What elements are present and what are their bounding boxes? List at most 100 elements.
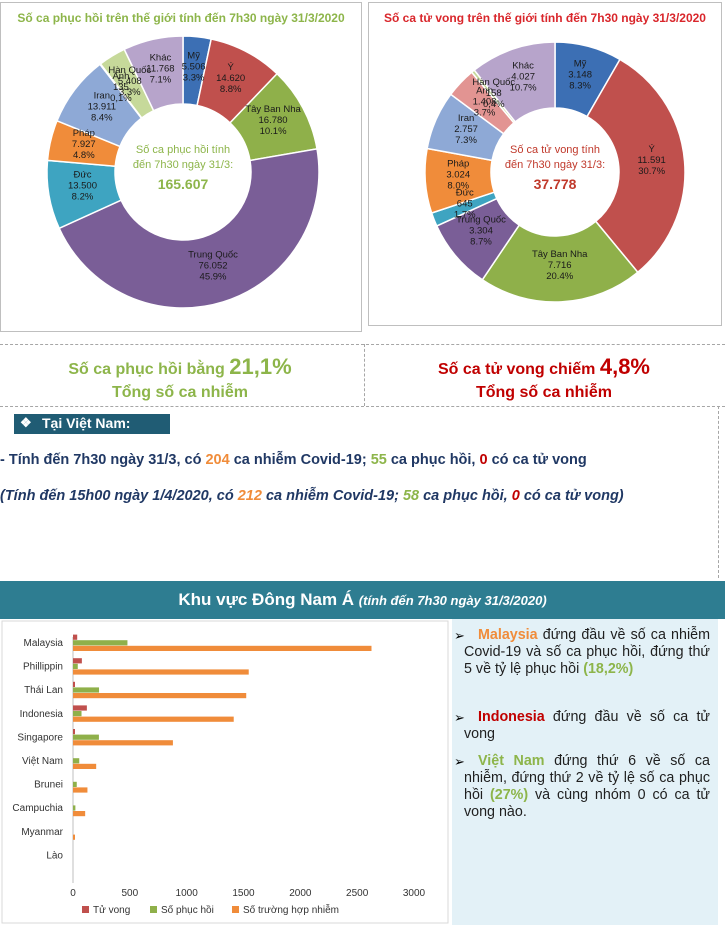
slice-label-9-1: 4.027 bbox=[511, 71, 535, 82]
bar-2-6 bbox=[73, 787, 88, 793]
note-indonesia-country: Indonesia bbox=[478, 709, 545, 725]
note-malaysia: ➢ Malaysia đứng đầu về số ca nhiễm Covid… bbox=[454, 627, 710, 678]
slice-label-0-1: 3.148 bbox=[568, 69, 592, 80]
bar-1-0 bbox=[73, 640, 128, 646]
vietnam-line-2-a: (Tính đến 15h00 ngày 1/4/2020, có bbox=[0, 488, 238, 504]
slice-label-6-0: Iran bbox=[94, 90, 110, 101]
recovered-ratio-text: Số ca phục hồi bằng bbox=[68, 361, 225, 378]
legend-swatch-2 bbox=[232, 906, 239, 913]
slice-label-1-0: Ý bbox=[227, 62, 234, 73]
vietnam-line-2-deaths: 0 bbox=[511, 488, 520, 504]
slice-label-3-2: 8.7% bbox=[470, 237, 492, 248]
slice-label-6-1: 13.911 bbox=[88, 101, 116, 112]
separator-bottom bbox=[0, 406, 725, 407]
separator-top bbox=[0, 344, 725, 345]
slice-label-9-1: 11.768 bbox=[146, 64, 174, 75]
slice-label-8-1: 158 bbox=[486, 88, 502, 99]
deaths-panel: Số ca tử vong trên thế giới tính đến 7h3… bbox=[368, 2, 722, 326]
recovered-chart-title: Số ca phục hồi trên thế giới tính đến 7h… bbox=[17, 11, 345, 25]
vietnam-line-1-b: ca nhiễm Covid-19; bbox=[229, 452, 371, 468]
arrow-bullet-icon: ➢ bbox=[454, 628, 465, 643]
slice-label-2-0: Tây Ban Nha bbox=[532, 249, 588, 260]
sea-header: Khu vực Đông Nam Á (tính đến 7h30 ngày 3… bbox=[0, 581, 725, 619]
bar-0-4 bbox=[73, 729, 75, 735]
slice-label-7-1: 135 bbox=[113, 82, 129, 93]
vietnam-heading-text: Tại Việt Nam: bbox=[42, 415, 131, 431]
vietnam-line-2-infected: 212 bbox=[237, 488, 262, 504]
x-tick-3: 1500 bbox=[232, 888, 255, 899]
slice-label-4-0: Đức bbox=[456, 187, 474, 198]
bar-2-7 bbox=[73, 811, 86, 817]
category-label-0: Malaysia bbox=[24, 638, 64, 649]
note-vietnam-text-2: và cùng nhóm 0 có ca tử vong nào. bbox=[464, 787, 710, 820]
bar-2-8 bbox=[73, 834, 75, 840]
note-indonesia-text: đứng đầu về số ca tử vong bbox=[464, 709, 710, 742]
death-ratio-text: Số ca tử vong chiếm bbox=[437, 361, 596, 378]
slice-label-1-1: 11.591 bbox=[637, 155, 665, 166]
vietnam-line-1-a: - Tính đến 7h30 ngày 31/3, có bbox=[0, 452, 206, 468]
separator-right bbox=[718, 406, 719, 578]
deaths-chart-title: Số ca tử vong trên thế giới tính đến 7h3… bbox=[384, 11, 706, 25]
sea-bar-chart: Malaysia Phillippin Thái Lan Indonesia Singa… bbox=[1, 620, 449, 924]
bar-0-2 bbox=[73, 681, 75, 687]
note-malaysia-text: đứng đầu về số ca nhiễm Covid-19 và số c… bbox=[464, 627, 710, 677]
legend-swatch-1 bbox=[150, 906, 157, 913]
category-label-4: Singapore bbox=[17, 732, 63, 743]
slice-label-4-1: 645 bbox=[457, 198, 473, 209]
vietnam-line-1-recovered: 55 bbox=[370, 452, 387, 468]
slice-label-3-0: Trung Quốc bbox=[456, 215, 506, 226]
recovered-ratio-pct: 21,1% bbox=[229, 354, 292, 379]
vietnam-line-1-d: có ca tử vong bbox=[487, 452, 587, 468]
legend-label-0: Tử vong bbox=[93, 904, 130, 916]
category-label-9: Lào bbox=[46, 850, 63, 861]
slice-label-8-0: Hàn Quốc bbox=[108, 65, 151, 76]
recovered-donut-chart: Số ca phục hồi tính đến 7h30 ngày 31/3: … bbox=[46, 35, 320, 309]
category-label-6: Brunei bbox=[34, 780, 63, 791]
slice-label-0-0: Mỹ bbox=[187, 51, 200, 62]
slice-label-7-2: 0,1% bbox=[110, 93, 132, 104]
bar-0-1 bbox=[73, 658, 82, 664]
slice-label-5-1: 7.927 bbox=[72, 139, 96, 150]
slice-label-8-0: Hàn Quốc bbox=[472, 77, 515, 88]
arrow-bullet-icon: ➢ bbox=[454, 710, 465, 725]
x-tick-6: 3000 bbox=[403, 888, 426, 899]
deaths-donut-chart: Số ca tử vong tính đến 7h30 ngày 31/3: 3… bbox=[424, 41, 686, 303]
slice-label-5-1: 3.024 bbox=[446, 170, 470, 181]
slice-label-1-2: 8.8% bbox=[220, 84, 242, 95]
recovered-ratio-sub: Tổng số ca nhiễm bbox=[111, 384, 248, 401]
recovered-center-line1: Số ca phục hồi tính bbox=[136, 144, 230, 156]
x-tick-0: 0 bbox=[70, 888, 76, 899]
slice-label-0-2: 3.3% bbox=[183, 73, 205, 84]
vietnam-heading: ❖ Tại Việt Nam: bbox=[14, 414, 170, 434]
slice-label-4-2: 8.2% bbox=[72, 191, 94, 202]
slice-label-2-1: 7.716 bbox=[548, 260, 572, 271]
slice-label-4-1: 13.500 bbox=[68, 180, 97, 191]
category-label-7: Campuchia bbox=[12, 803, 63, 814]
x-tick-4: 2000 bbox=[289, 888, 312, 899]
slice-label-8-2: 3.3% bbox=[119, 87, 141, 98]
arrow-bullet-icon: ➢ bbox=[454, 754, 465, 769]
slice-label-3-0: Trung Quốc bbox=[188, 249, 238, 260]
bar-1-7 bbox=[73, 805, 76, 811]
separator-mid bbox=[364, 344, 365, 406]
note-vietnam-text: đứng thứ 6 về số ca nhiễm, đứng thứ 2 về… bbox=[464, 753, 710, 803]
bar-2-2 bbox=[73, 693, 247, 699]
sea-notes: ➢ Malaysia đứng đầu về số ca nhiễm Covid… bbox=[452, 619, 718, 925]
slice-label-9-2: 10.7% bbox=[510, 82, 537, 93]
note-vietnam: ➢ Việt Nam đứng thứ 6 về số ca nhiễm, đứ… bbox=[454, 753, 710, 821]
note-vietnam-pct: (27%) bbox=[489, 787, 529, 803]
slice-label-7-1: 1.408 bbox=[473, 96, 497, 107]
vietnam-line-2-recovered: 58 bbox=[402, 488, 420, 504]
legend-label-2: Số trường hợp nhiễm bbox=[243, 903, 339, 916]
bar-1-4 bbox=[73, 734, 99, 740]
vietnam-line-2: (Tính đến 15h00 ngày 1/4/2020, có 212 ca… bbox=[0, 488, 624, 504]
donut-hole bbox=[115, 104, 251, 240]
slice-label-4-2: 1,7% bbox=[454, 209, 476, 220]
vietnam-line-2-c: ca phục hồi, bbox=[419, 488, 512, 504]
slice-label-7-2: 3.7% bbox=[474, 107, 496, 118]
bar-chart-frame bbox=[1, 620, 449, 924]
slice-label-5-0: Pháp bbox=[447, 159, 469, 170]
slice-label-0-0: Mỹ bbox=[574, 58, 587, 69]
death-ratio: Số ca tử vong chiếm 4,8% Tổng số ca nhiễ… bbox=[374, 354, 714, 403]
slice-label-9-0: Khác bbox=[512, 60, 534, 71]
